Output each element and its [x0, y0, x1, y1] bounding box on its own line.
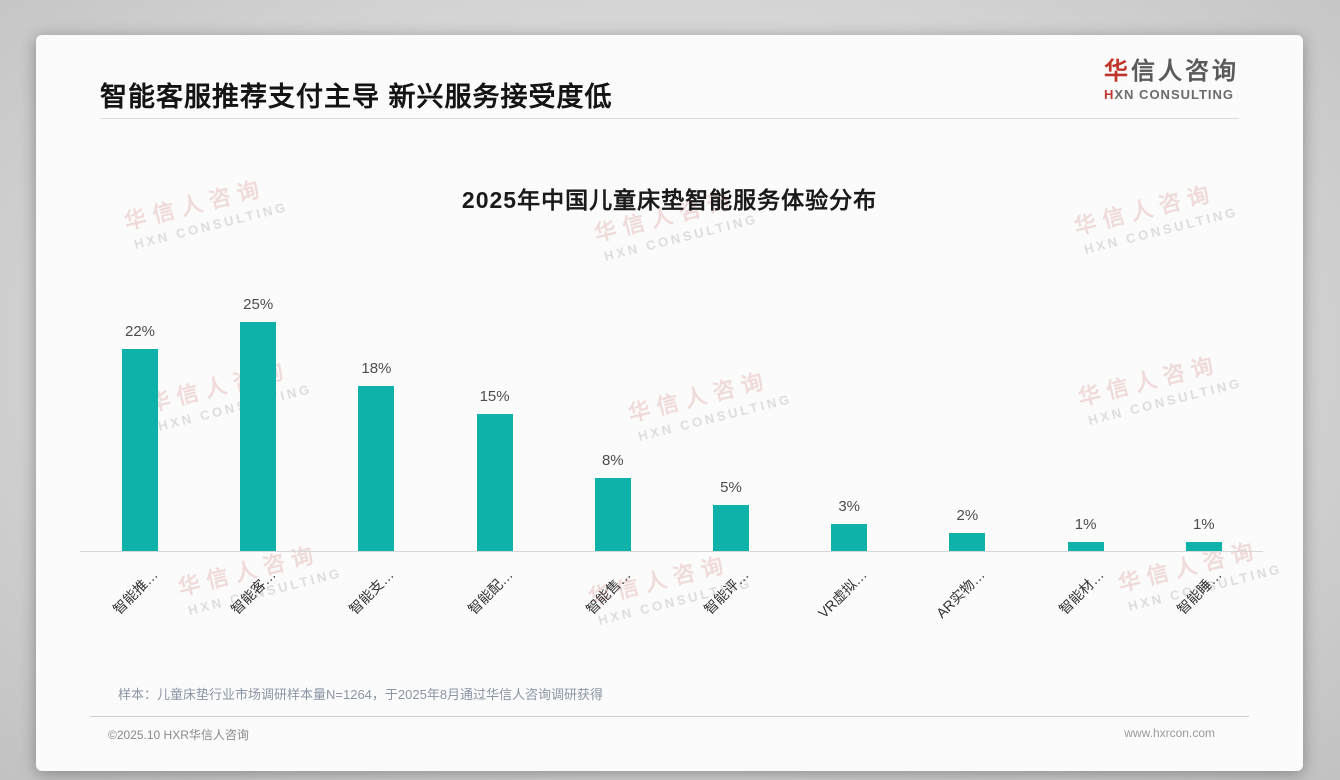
chart-title: 2025年中国儿童床垫智能服务体验分布 — [461, 187, 878, 213]
company-logo: 华信人咨询 HXN CONSULTING — [1104, 58, 1239, 103]
x-axis-category-label: 智能材… — [1055, 566, 1107, 618]
bar — [358, 386, 395, 551]
website-url: www.hxrcon.com — [1124, 726, 1215, 740]
x-axis-line — [80, 551, 1263, 552]
bar — [713, 505, 749, 551]
report-card: 华信人咨询 HXN CONSULTING 华信人咨询 HXN CONSULTING 华信… — [36, 35, 1303, 771]
bar-value-label: 2% — [956, 507, 979, 524]
bar-value-label: 1% — [1192, 516, 1215, 533]
logo-chinese-text: 华信人咨询 — [1104, 58, 1239, 85]
x-axis-category-label: 智能支… — [346, 566, 398, 618]
x-axis-category-label: 智能配… — [464, 566, 516, 618]
x-axis-category-label: 智能推… — [109, 566, 161, 618]
page-title: 智能客服推荐支付主导 新兴服务接受度低 — [100, 82, 613, 112]
bar-value-label: 8% — [601, 452, 624, 469]
bar-value-label: 3% — [838, 498, 861, 515]
bar-value-label: 1% — [1074, 516, 1097, 533]
x-axis-category-label: 智能售… — [582, 566, 634, 618]
bar — [594, 478, 631, 551]
bar — [476, 414, 513, 551]
sample-footnote: 样本：儿童床垫行业市场调研样本量N=1264，于2025年8月通过华信人咨询调研… — [118, 687, 604, 702]
bar — [122, 349, 158, 551]
footer-divider — [90, 716, 1249, 717]
x-axis-category-label: VR虚拟… — [815, 566, 870, 622]
bar-chart: 22% 智能推… 25% 智能客… 18% 智能支… 15% 智能配… 8% 智能售… 5% 智能评…… — [36, 35, 1303, 771]
copyright-text: ©2025.10 HXR华信人咨询 — [108, 728, 249, 742]
x-axis-category-label: 智能评… — [700, 566, 752, 618]
bar-value-label: 15% — [479, 388, 510, 405]
bar-value-label: 25% — [243, 296, 274, 313]
footer: ©2025.10 HXR华信人咨询 www.hxrcon.com — [108, 726, 1215, 743]
x-axis-category-label: 智能睡… — [1173, 566, 1225, 618]
bar — [949, 533, 986, 551]
bar-value-label: 5% — [720, 479, 742, 496]
bar — [831, 524, 868, 551]
bar — [1067, 542, 1104, 551]
report-header: 智能客服推荐支付主导 新兴服务接受度低 华信人咨询 HXN CONSULTING — [100, 35, 1239, 119]
logo-english-text: HXN CONSULTING — [1104, 87, 1235, 103]
x-axis-category-label: 智能客… — [228, 566, 279, 618]
bar — [240, 322, 277, 551]
bar-value-label: 18% — [361, 360, 392, 377]
x-axis-category-label: AR实物… — [933, 566, 989, 622]
bar — [1185, 542, 1222, 551]
bar-value-label: 22% — [124, 323, 156, 340]
